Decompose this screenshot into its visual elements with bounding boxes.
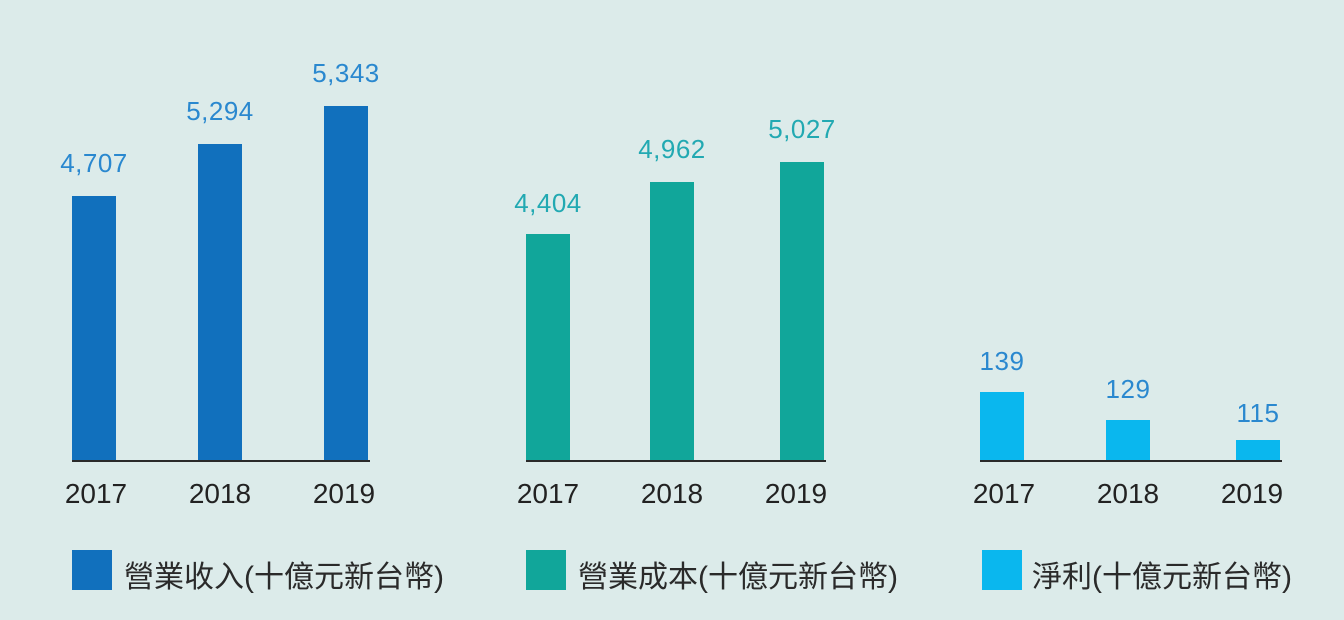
year-label: 2018 [1096,478,1160,509]
bar-revenue-2019 [324,106,368,461]
value-label: 139 [979,346,1025,376]
value-label: 5,294 [186,96,254,126]
bar-net-2019 [1236,440,1280,461]
value-label: 4,707 [60,148,128,178]
bar-cost-2018 [650,182,694,461]
value-label: 4,404 [514,188,582,218]
legend-swatch-revenue [72,550,112,590]
year-label: 2019 [764,478,828,509]
value-label: 129 [1105,374,1151,404]
legend-label-net-income: 淨利(十億元新台幣) [1032,561,1292,594]
year-label: 2017 [516,478,580,509]
year-label: 2018 [640,478,704,509]
bar-net-2017 [980,392,1024,461]
year-label: 2018 [188,478,252,509]
x-axis [980,460,1282,462]
value-label: 5,343 [312,58,380,88]
x-axis [526,460,826,462]
legend-label-cost: 營業成本(十億元新台幣) [578,561,898,594]
bar-net-2018 [1106,420,1150,461]
bar-cost-2017 [526,234,570,461]
bar-cost-2019 [780,162,824,461]
bar-revenue-2018 [198,144,242,461]
legend-swatch-net-income [982,550,1022,590]
x-axis [72,460,370,462]
legend-label-revenue: 營業收入(十億元新台幣) [124,561,444,594]
value-label: 115 [1236,398,1280,428]
value-label: 5,027 [768,114,836,144]
year-label: 2017 [64,478,128,509]
year-label: 2019 [312,478,376,509]
year-label: 2017 [972,478,1036,509]
legend-swatch-cost [526,550,566,590]
bar-revenue-2017 [72,196,116,461]
year-label: 2019 [1220,478,1284,509]
value-label: 4,962 [638,134,706,164]
